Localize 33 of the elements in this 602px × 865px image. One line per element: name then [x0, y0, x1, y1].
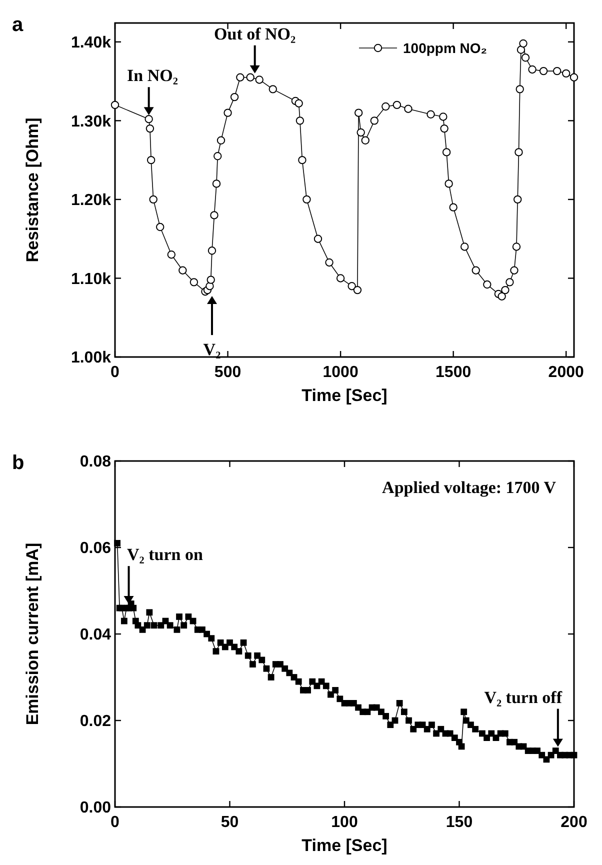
- y-tick-label: 0.08: [80, 454, 112, 471]
- x-axis-title: Time [Sec]: [302, 836, 388, 855]
- x-tick-label: 150: [446, 814, 473, 831]
- annotation: V₂: [203, 340, 221, 360]
- y-tick-label: 1.00k: [70, 350, 112, 367]
- y-tick-label: 1.20k: [70, 192, 112, 210]
- y-tick-label: 0.06: [80, 540, 112, 558]
- x-tick-label: 2000: [548, 364, 584, 381]
- y-tick-label: 0.04: [80, 626, 112, 644]
- y-tick-label: 0.02: [80, 713, 112, 730]
- x-tick-label: 0: [110, 364, 120, 381]
- y-tick-label: 0.00: [80, 800, 112, 817]
- y-axis-title: Emission current [mA]: [23, 542, 42, 726]
- x-tick-label: 500: [214, 364, 242, 381]
- annotation: V₂ turn on: [127, 545, 204, 564]
- y-axis-title: Resistance [Ohm]: [23, 118, 42, 262]
- x-tick-label: 1500: [436, 364, 472, 381]
- annotation: V₂ turn off: [484, 688, 562, 707]
- x-tick-label: 50: [220, 814, 239, 831]
- chart-title: b: [12, 452, 24, 474]
- y-tick-label: 1.10k: [70, 270, 112, 288]
- y-tick-label: 1.40k: [70, 34, 112, 52]
- x-tick-label: 1000: [322, 364, 358, 381]
- x-tick-label: 200: [560, 814, 588, 831]
- x-tick-label: 100: [331, 814, 358, 831]
- legend-label: 100ppm NO₂: [403, 40, 488, 56]
- annotation: In NO₂: [127, 66, 178, 86]
- annotation: Out of NO₂: [214, 24, 296, 44]
- chart-title: a: [12, 14, 24, 36]
- x-axis-title: Time [Sec]: [302, 386, 388, 405]
- x-tick-label: 0: [110, 814, 120, 831]
- y-tick-label: 1.30k: [70, 113, 112, 130]
- annotation: Applied voltage: 1700 V: [382, 478, 557, 497]
